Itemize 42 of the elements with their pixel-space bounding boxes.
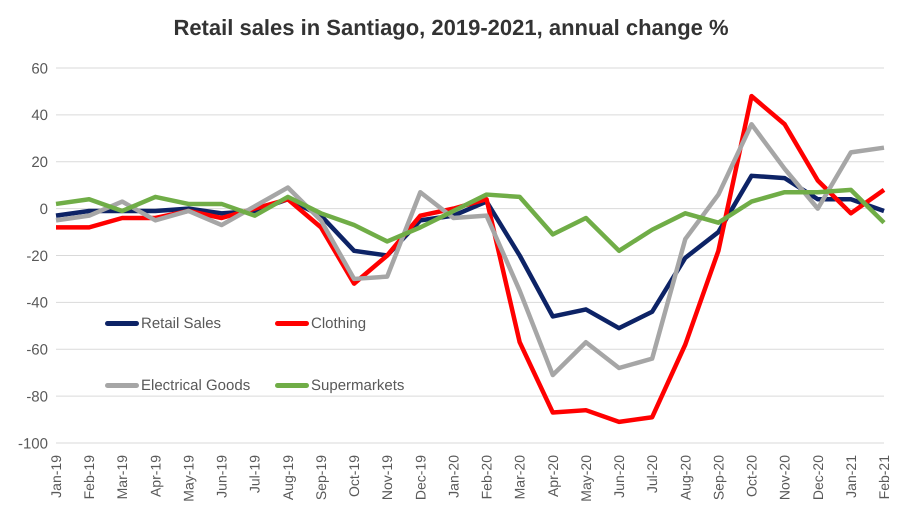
- x-tick-label: Jun-19: [214, 454, 230, 498]
- x-tick-label: Apr-19: [147, 454, 164, 498]
- y-tick-label: -60: [26, 342, 48, 359]
- chart-title: Retail sales in Santiago, 2019-2021, annual change %: [172, 14, 730, 42]
- legend-label: Electrical Goods: [141, 377, 250, 394]
- y-tick-label: -80: [26, 388, 48, 406]
- line-series: [54, 188, 886, 254]
- legend-label: Clothing: [311, 315, 366, 332]
- y-tick-label: -100: [18, 435, 48, 452]
- x-tick-label: Mar-20: [512, 454, 528, 500]
- x-tick-label: Jan-19: [48, 454, 64, 498]
- line-series: [54, 122, 886, 378]
- x-tick-label: Jan-20: [445, 454, 462, 498]
- y-tick-label: 0: [40, 200, 48, 218]
- x-tick-label: Feb-20: [478, 454, 495, 500]
- x-tick-label: May-19: [180, 454, 196, 502]
- x-tick-label: Sep-20: [710, 454, 726, 500]
- x-tick-label: Nov-19: [379, 454, 396, 500]
- x-tick-label: Feb-21: [876, 454, 892, 500]
- legend-label: Retail Sales: [141, 315, 222, 332]
- x-tick-label: May-20: [578, 454, 594, 502]
- x-tick-label: Aug-19: [280, 454, 296, 500]
- y-tick-label: 40: [31, 107, 48, 124]
- y-tick-label: -40: [26, 294, 48, 312]
- x-tick-label: Mar-19: [114, 454, 130, 500]
- x-tick-label: Apr-20: [544, 454, 561, 498]
- x-tick-label: Jul-19: [246, 454, 263, 494]
- y-tick-label: 20: [31, 154, 48, 172]
- x-tick-label: Dec-20: [810, 454, 826, 500]
- x-tick-label: Jun-20: [611, 454, 628, 498]
- x-tick-label: Nov-20: [776, 454, 793, 500]
- x-tick-label: Aug-20: [677, 454, 694, 500]
- x-tick-label: Dec-19: [412, 454, 428, 500]
- y-tick-label: 60: [31, 60, 48, 78]
- x-tick-label: Feb-19: [81, 454, 98, 500]
- x-tick-label: Oct-20: [744, 454, 760, 498]
- legend-label: Supermarkets: [311, 377, 404, 394]
- x-tick-label: Jul-20: [644, 454, 660, 494]
- x-tick-label: Jan-21: [842, 454, 859, 498]
- x-tick-label: Sep-19: [312, 454, 329, 500]
- y-tick-label: -20: [26, 248, 48, 265]
- x-tick-label: Oct-19: [346, 454, 362, 498]
